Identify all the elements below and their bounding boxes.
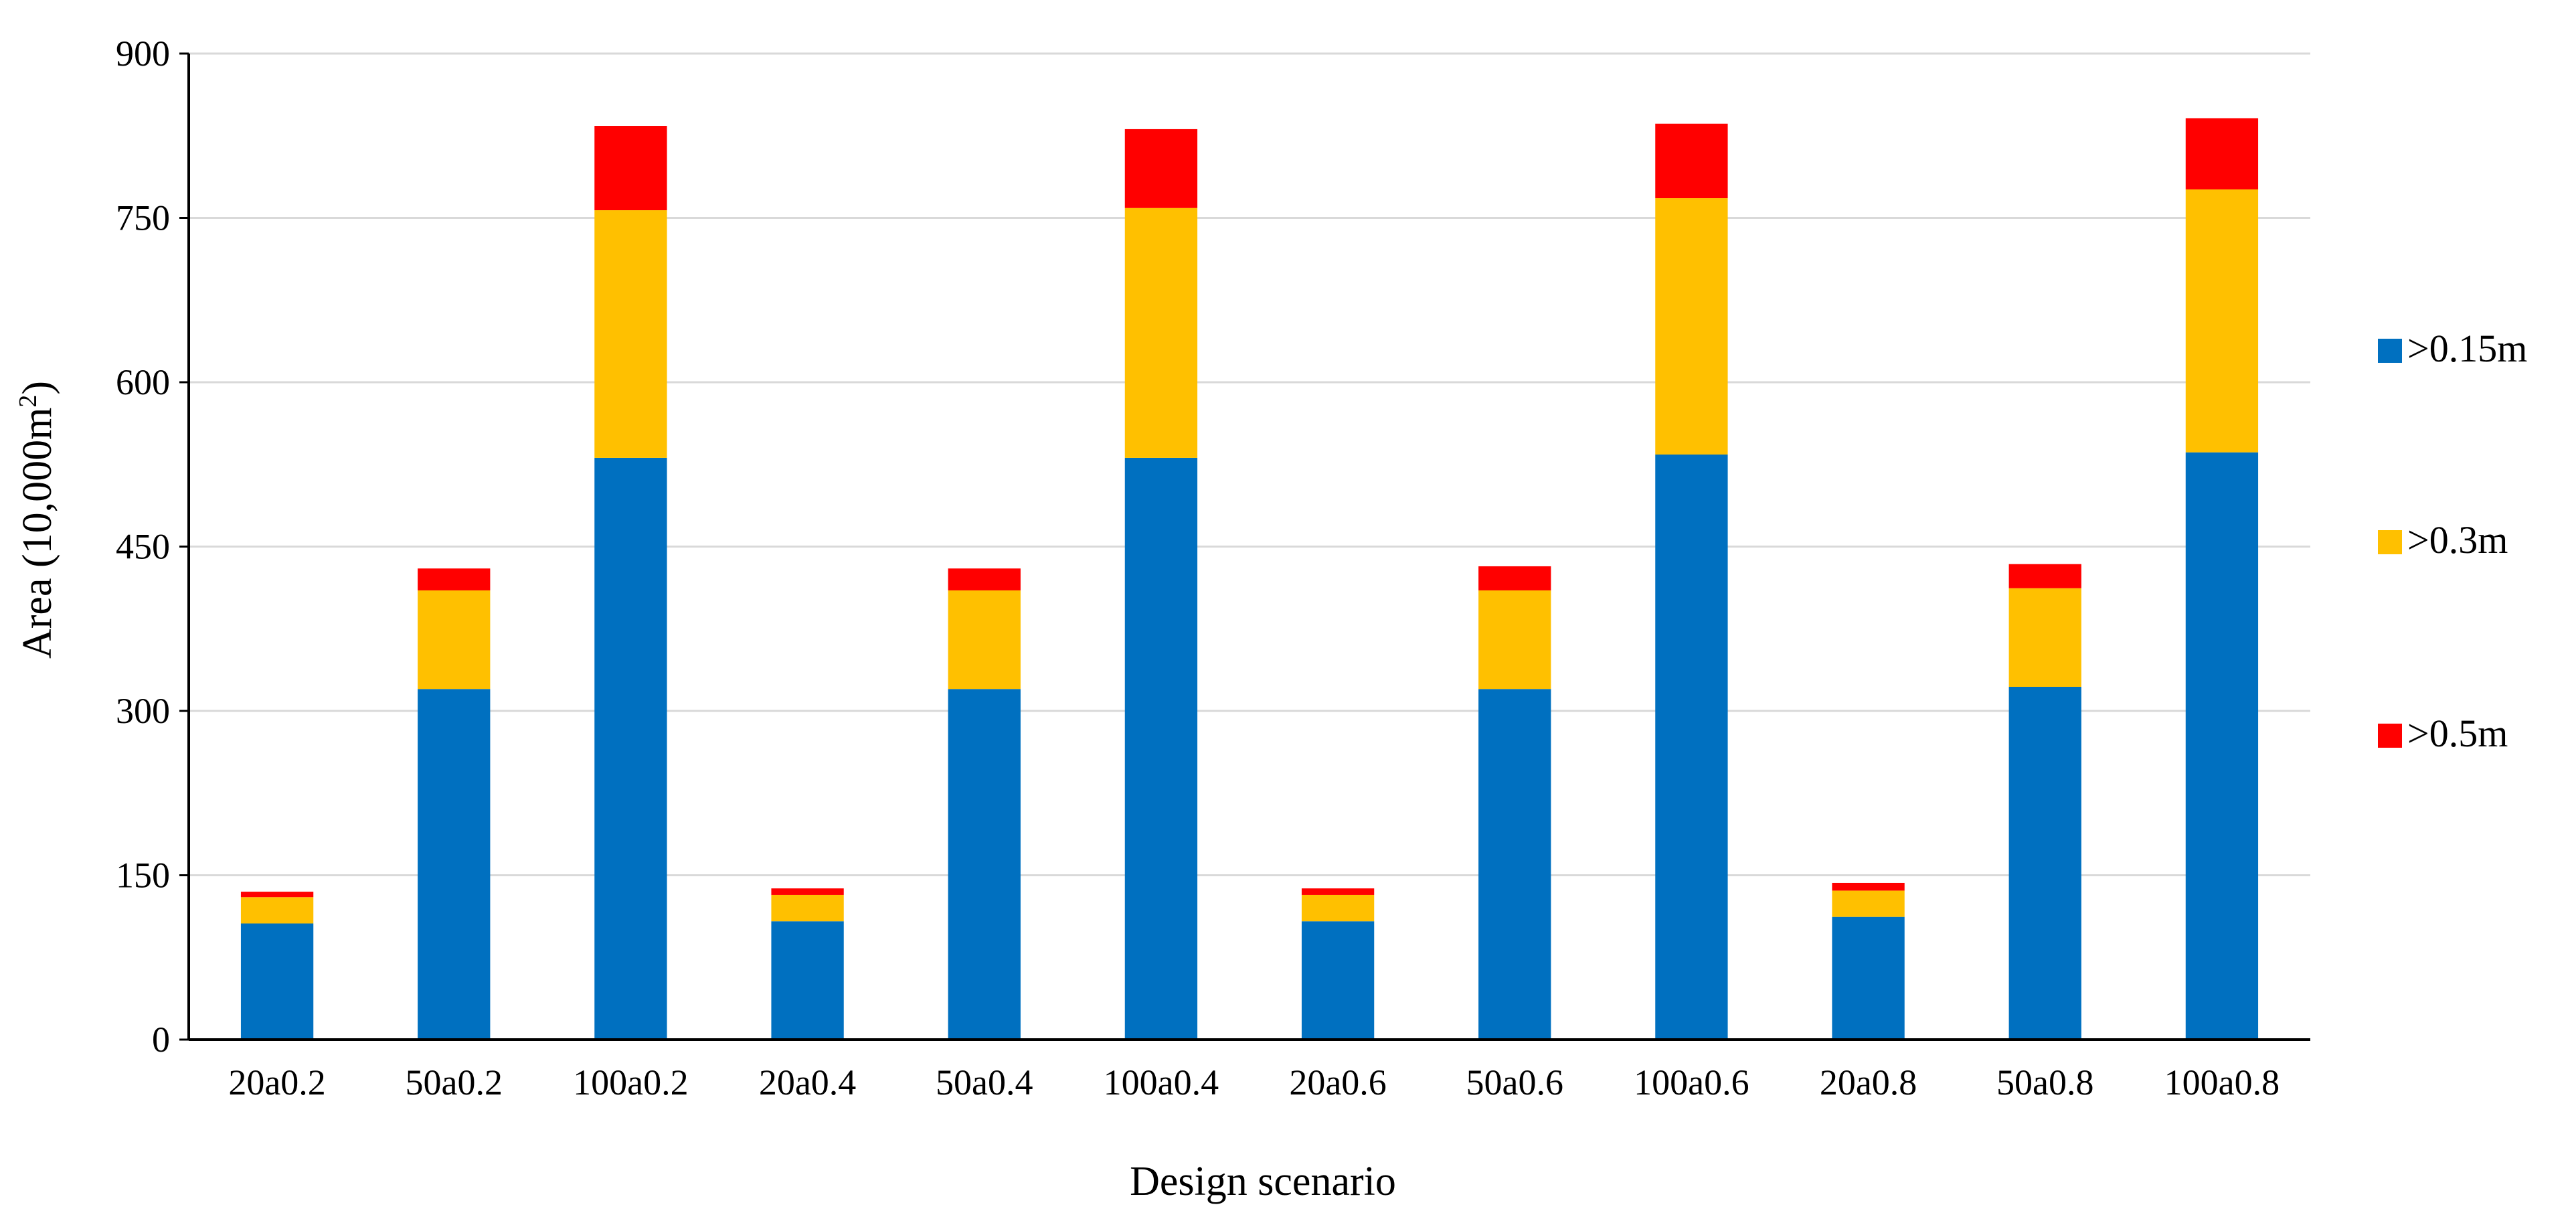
legend: >0.15m >0.3m >0.5m: [2378, 327, 2527, 755]
gridlines: [189, 52, 2310, 876]
bar-segment-gt-0-15m: [1832, 916, 1905, 1040]
x-tick-label: 100a0.6: [1634, 1062, 1749, 1103]
bar-segment-gt-0-3m: [240, 897, 314, 924]
axes: [179, 52, 2310, 1041]
y-tick-label: 600: [116, 362, 170, 402]
y-axis-title-superscript: 2: [14, 395, 42, 408]
y-tick-label: 900: [116, 33, 170, 74]
y-axis-title-close: ): [15, 381, 60, 395]
y-tick-label: 450: [116, 527, 170, 567]
bar-segment-gt-0-15m: [594, 457, 667, 1040]
x-tick-label: 100a0.8: [2164, 1062, 2280, 1103]
bar-segment-gt-0-5m: [1478, 566, 1551, 590]
x-tick-label: 20a0.6: [1289, 1062, 1386, 1103]
bar-segment-gt-0-5m: [2185, 118, 2259, 189]
bar-segment-gt-0-3m: [1655, 198, 1728, 455]
bar-segment-gt-0-15m: [2008, 686, 2081, 1040]
bar-segment-gt-0-3m: [418, 590, 491, 689]
x-tick-label: 50a0.2: [406, 1062, 503, 1103]
x-tick-label: 100a0.4: [1104, 1062, 1219, 1103]
legend-swatch: [2378, 339, 2402, 363]
bar-segment-gt-0-3m: [1301, 894, 1375, 922]
bar-segment-gt-0-5m: [948, 568, 1021, 590]
y-tick-label: 150: [116, 856, 170, 896]
bar-segment-gt-0-5m: [1124, 129, 1198, 208]
bar-segment-gt-0-15m: [1655, 455, 1728, 1040]
bar-segment-gt-0-5m: [771, 888, 844, 895]
bar-segment-gt-0-5m: [1655, 123, 1728, 199]
bar-segment-gt-0-15m: [1301, 921, 1375, 1040]
legend-label: >0.15m: [2407, 327, 2527, 370]
bar-segment-gt-0-3m: [2185, 189, 2259, 453]
x-tick-label: 50a0.8: [1996, 1062, 2093, 1103]
legend-swatch: [2378, 724, 2402, 748]
bar-segment-gt-0-5m: [594, 126, 667, 211]
y-tick-labels: 0 150 300 450 600 750 900: [116, 33, 170, 1060]
bar-segment-gt-0-3m: [948, 590, 1021, 689]
x-tick-label: 20a0.2: [228, 1062, 325, 1103]
bar-segment-gt-0-15m: [240, 923, 314, 1040]
bar-segment-gt-0-5m: [240, 892, 314, 898]
y-tick-label: 300: [116, 691, 170, 731]
bar-segment-gt-0-5m: [1301, 888, 1375, 895]
legend-label: >0.5m: [2407, 712, 2508, 755]
y-axis-title: Area (10,000m2): [14, 381, 60, 659]
bar-segment-gt-0-15m: [2185, 452, 2259, 1040]
x-tick-label: 20a0.4: [759, 1062, 856, 1103]
bar-segment-gt-0-3m: [594, 210, 667, 458]
x-tick-label: 100a0.2: [573, 1062, 688, 1103]
x-axis-title: Design scenario: [1130, 1159, 1396, 1204]
x-tick-label: 50a0.4: [936, 1062, 1033, 1103]
y-tick-label: 750: [116, 198, 170, 238]
x-tick-label: 20a0.8: [1820, 1062, 1917, 1103]
bar-segment-gt-0-15m: [1478, 689, 1551, 1040]
bar-segment-gt-0-3m: [2008, 588, 2081, 687]
bar-segment-gt-0-5m: [1832, 882, 1905, 891]
legend-label: >0.3m: [2407, 518, 2508, 562]
bar-segment-gt-0-5m: [418, 568, 491, 590]
bar-segment-gt-0-15m: [418, 689, 491, 1040]
bar-segment-gt-0-15m: [771, 921, 844, 1040]
legend-swatch: [2378, 530, 2402, 554]
bar-segment-gt-0-5m: [2008, 564, 2081, 588]
bar-segment-gt-0-3m: [1478, 590, 1551, 689]
y-axis-title-main: Area (10,000m: [15, 408, 60, 659]
bar-segment-gt-0-3m: [771, 894, 844, 922]
bar-segment-gt-0-3m: [1124, 208, 1198, 458]
bars: [240, 118, 2259, 1040]
bar-segment-gt-0-15m: [948, 689, 1021, 1040]
bar-segment-gt-0-15m: [1124, 457, 1198, 1040]
x-tick-labels: 20a0.2 50a0.2 100a0.2 20a0.4 50a0.4 100a0.4 20…: [228, 1062, 2280, 1103]
y-tick-label: 0: [152, 1020, 170, 1060]
x-tick-label: 50a0.6: [1466, 1062, 1563, 1103]
bar-segment-gt-0-3m: [1832, 890, 1905, 917]
